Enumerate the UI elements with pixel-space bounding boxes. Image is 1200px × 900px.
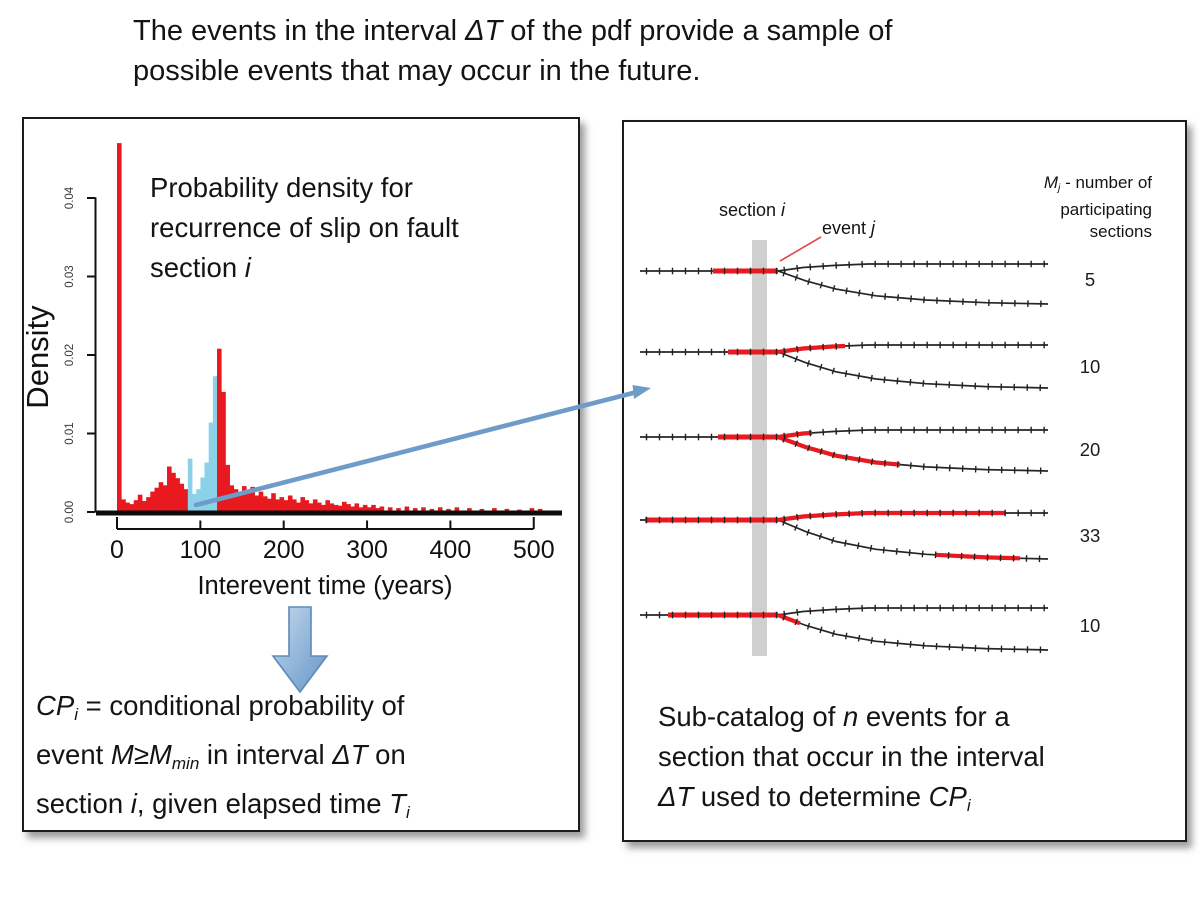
participating-sections-legend: Mj - number of participating sections [1043,173,1152,241]
subcatalog-caption: Sub-catalog of n events for a section tha… [658,701,1045,815]
slide-heading: The events in the interval ΔT of the pdf… [133,15,893,87]
conditional-probability-caption: CPi = conditional probability of event M≥… [36,690,410,822]
histogram-title: Probability density for recurrence of sli… [150,172,459,283]
section-i-label: section i [719,200,786,220]
event-j-label: event j [822,218,876,238]
subcatalog-panel [622,120,1187,842]
